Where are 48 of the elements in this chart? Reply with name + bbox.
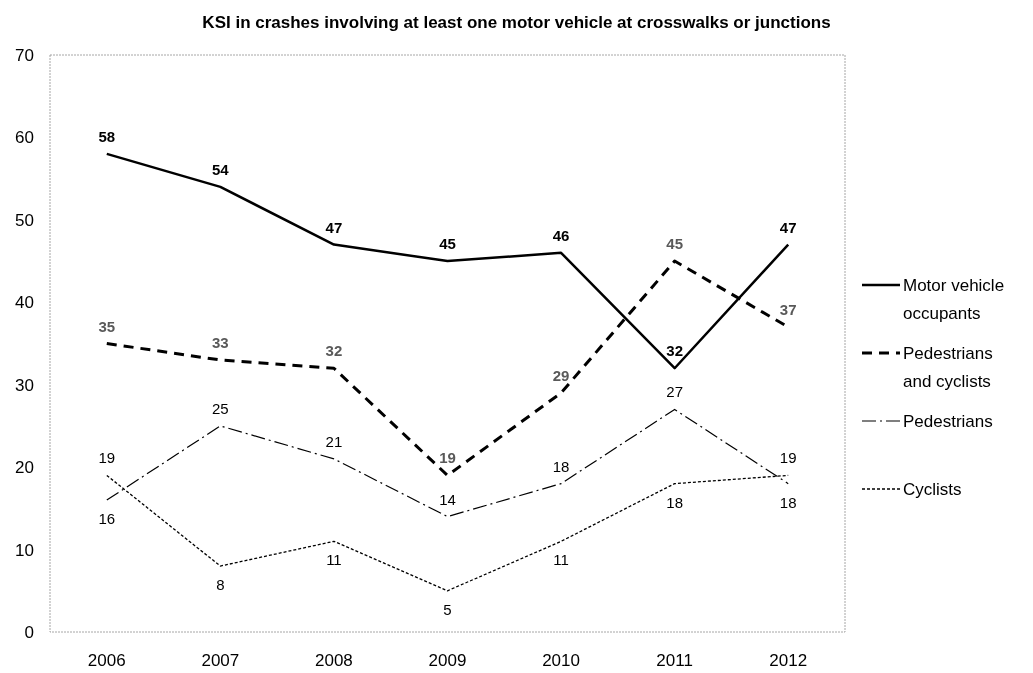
x-tick-label: 2011 — [656, 651, 693, 670]
data-label: 18 — [666, 493, 683, 511]
data-label: 25 — [212, 399, 229, 417]
y-tick-label: 40 — [15, 293, 34, 313]
legend-label: Pedestrians — [903, 411, 993, 431]
data-label: 21 — [325, 432, 343, 450]
y-tick-label: 20 — [15, 458, 34, 478]
x-tick-label: 2009 — [428, 651, 467, 670]
x-tick-label: 2007 — [201, 651, 240, 670]
data-label: 14 — [439, 490, 456, 508]
y-tick-label: 50 — [15, 210, 34, 230]
data-label: 46 — [552, 226, 570, 244]
y-tick-label: 30 — [15, 375, 34, 395]
data-label: 18 — [552, 457, 570, 475]
data-label: 29 — [552, 366, 570, 384]
data-label: 19 — [779, 449, 797, 467]
data-label: 37 — [779, 301, 797, 319]
data-label: 35 — [98, 317, 116, 335]
data-label: 32 — [666, 342, 683, 360]
data-label: 45 — [439, 235, 456, 253]
data-label: 19 — [98, 449, 116, 467]
y-tick-label: 0 — [24, 622, 34, 642]
y-tick-label: 10 — [15, 540, 34, 560]
x-tick-label: 2012 — [769, 651, 808, 670]
data-label: 8 — [216, 576, 225, 594]
data-label: 45 — [666, 235, 683, 253]
data-label: 11 — [553, 551, 569, 569]
data-label: 27 — [666, 383, 683, 401]
data-label: 18 — [779, 493, 797, 511]
legend-label: Cyclists — [903, 479, 962, 499]
data-label: 58 — [98, 127, 116, 145]
data-label: 47 — [779, 218, 797, 236]
y-tick-label: 60 — [15, 128, 34, 148]
x-tick-label: 2010 — [542, 651, 580, 670]
data-label: 47 — [325, 218, 343, 236]
y-tick-label: 70 — [15, 45, 34, 65]
data-label: 19 — [439, 449, 456, 467]
legend-label: Motor vehicle occupants — [903, 275, 1005, 323]
data-label: 11 — [326, 551, 342, 569]
x-tick-label: 2008 — [315, 651, 353, 670]
data-label: 16 — [98, 510, 116, 528]
data-label: 54 — [212, 160, 230, 178]
data-label: 32 — [325, 342, 343, 360]
chart-title: KSI in crashes involving at least one motor vehicle at crosswalks or junctions — [202, 13, 831, 32]
x-tick-label: 2006 — [87, 651, 126, 670]
data-label: 33 — [212, 333, 229, 351]
data-label: 5 — [443, 600, 452, 618]
legend-label: Pedestrians and cyclists — [903, 343, 993, 391]
